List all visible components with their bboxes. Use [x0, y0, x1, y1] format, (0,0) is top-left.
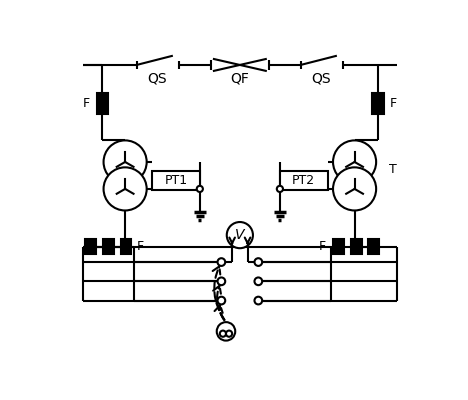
Circle shape [226, 330, 232, 337]
Circle shape [255, 278, 262, 285]
Text: QS: QS [147, 72, 167, 86]
Circle shape [227, 222, 253, 248]
Bar [280, 171, 328, 190]
Circle shape [103, 140, 146, 184]
FancyArrowPatch shape [213, 286, 224, 320]
Text: V: V [235, 228, 245, 242]
Circle shape [333, 167, 376, 210]
Circle shape [218, 258, 225, 266]
Circle shape [333, 140, 376, 184]
FancyArrowPatch shape [212, 266, 225, 320]
Circle shape [277, 186, 283, 192]
Text: QF: QF [230, 72, 249, 86]
Text: F: F [389, 97, 397, 110]
Text: PT2: PT2 [292, 174, 315, 187]
Circle shape [220, 330, 226, 337]
Text: F: F [319, 240, 326, 253]
Bar [152, 171, 200, 190]
Circle shape [255, 297, 262, 304]
Circle shape [218, 278, 225, 285]
Bar [103, 239, 114, 254]
Bar [372, 93, 384, 114]
Circle shape [103, 167, 146, 210]
Circle shape [217, 322, 235, 341]
Text: F: F [137, 240, 144, 253]
Text: T: T [389, 163, 397, 176]
Text: F: F [83, 97, 90, 110]
Bar [85, 239, 96, 254]
Bar [333, 239, 344, 254]
Bar [120, 239, 132, 254]
Circle shape [218, 297, 225, 304]
Circle shape [255, 258, 262, 266]
Circle shape [197, 186, 203, 192]
Text: QS: QS [312, 72, 331, 86]
Bar [351, 239, 361, 254]
Bar [368, 239, 379, 254]
Bar [96, 93, 108, 114]
Text: PT1: PT1 [164, 174, 188, 187]
FancyArrowPatch shape [214, 305, 224, 320]
